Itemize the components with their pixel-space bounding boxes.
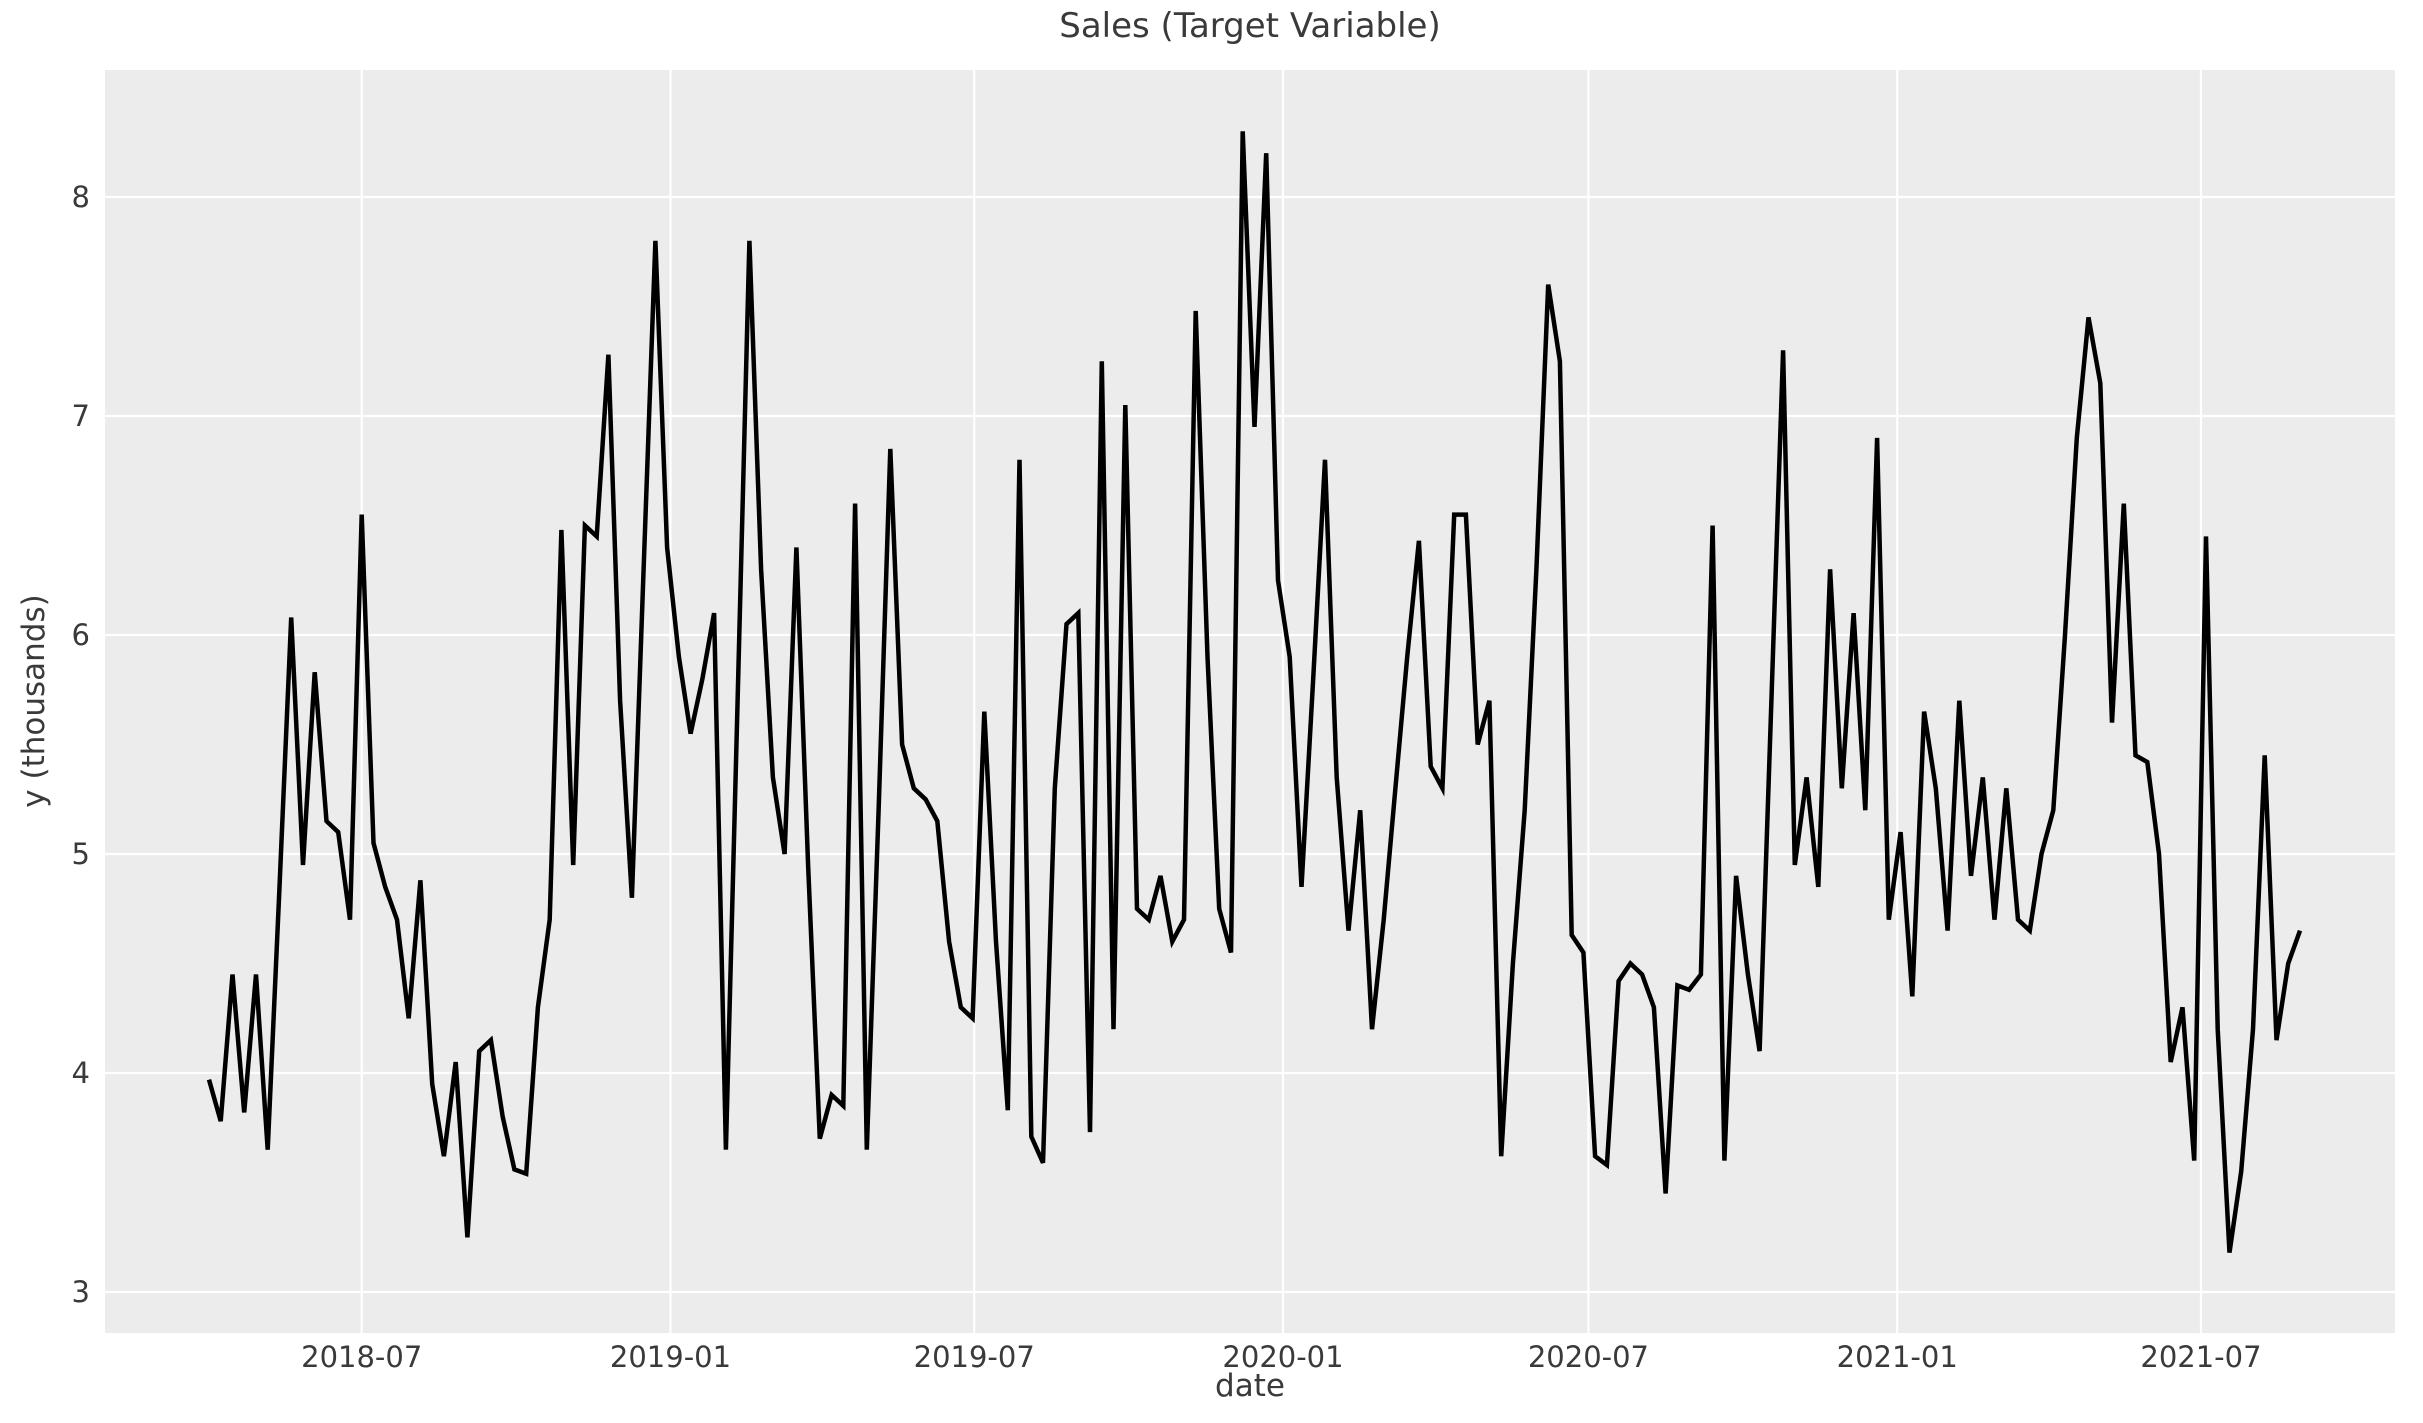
x-tick-label: 2019-01 — [609, 1340, 732, 1374]
y-tick-label: 3 — [71, 1275, 90, 1309]
x-tick-label: 2018-07 — [301, 1340, 423, 1374]
x-axis-label: date — [1215, 1368, 1285, 1404]
x-tick-label: 2021-07 — [2140, 1340, 2262, 1374]
x-tick-label: 2019-07 — [913, 1340, 1035, 1374]
y-tick-label: 4 — [71, 1056, 90, 1090]
chart-title: Sales (Target Variable) — [1059, 6, 1441, 46]
x-tick-label: 2020-01 — [1222, 1340, 1344, 1374]
x-tick-label: 2021-01 — [1836, 1340, 1958, 1374]
y-tick-label: 7 — [71, 399, 90, 433]
y-tick-label: 6 — [71, 618, 90, 652]
x-tick-label: 2020-07 — [1527, 1340, 1650, 1374]
y-tick-label: 8 — [71, 180, 90, 214]
y-tick-label: 5 — [71, 837, 90, 871]
